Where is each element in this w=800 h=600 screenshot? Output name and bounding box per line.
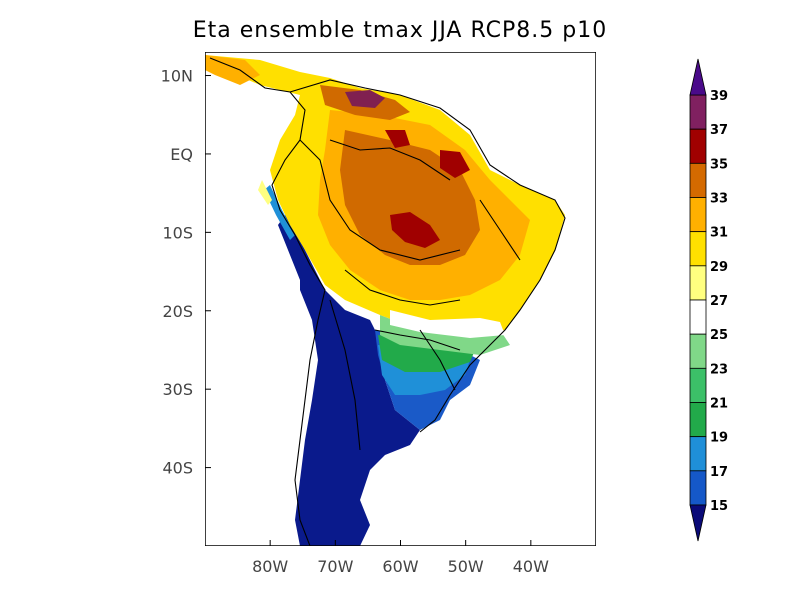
colorbar: 15 17 19 21 23 25 27 29 31 33 35 37 39 (689, 58, 728, 542)
longitude-ticks: 80W 70W 60W 50W 40W (252, 540, 549, 576)
map-body (205, 52, 596, 546)
colorbar-segment (689, 333, 707, 369)
colorbar-segment (689, 436, 707, 472)
map-title: Eta ensemble tmax JJA RCP8.5 p10 (192, 18, 608, 43)
colorbar-segment (689, 265, 707, 301)
colorbar-segment (689, 94, 707, 130)
colorbar-label: 35 (710, 157, 728, 172)
region-nw-31 (205, 55, 260, 85)
colorbar-segment (689, 402, 707, 438)
lat-tick-label: 30S (162, 380, 193, 399)
colorbar-label: 29 (710, 260, 728, 275)
colorbar-label: 19 (710, 431, 728, 446)
latitude-ticks: 10N EQ 10S 20S 30S 40S (161, 67, 211, 478)
colorbar-over-arrow (689, 58, 707, 96)
region-37 (345, 90, 385, 108)
colorbar-under-arrow (689, 504, 707, 542)
lon-tick-label: 50W (448, 557, 484, 576)
region-35-a (390, 212, 440, 248)
region-west-23 (258, 180, 272, 205)
colorbar-label: 37 (710, 123, 728, 138)
colorbar-label: 23 (710, 362, 728, 377)
lat-tick-label: 10S (162, 223, 193, 242)
colorbar-label: 27 (710, 294, 728, 309)
lon-tick-label: 40W (513, 557, 549, 576)
colorbar-label: 31 (710, 226, 728, 241)
lon-tick-label: 80W (252, 557, 288, 576)
lat-tick-label: 40S (162, 459, 193, 478)
lon-tick-label: 60W (382, 557, 418, 576)
region-cold-south (295, 260, 420, 546)
lon-tick-label: 70W (317, 557, 353, 576)
lat-tick-label: 20S (162, 302, 193, 321)
colorbar-label: 17 (710, 465, 728, 480)
colorbar-segment (689, 299, 707, 335)
colorbar-label: 15 (710, 499, 728, 514)
lat-tick-label: 10N (161, 67, 193, 86)
country-borders (209, 57, 566, 546)
colorbar-segment (689, 197, 707, 233)
lat-tick-label: EQ (170, 145, 193, 164)
colorbar-segment (689, 231, 707, 267)
region-andes-17 (264, 185, 295, 240)
colorbar-segment (689, 470, 707, 506)
colorbar-label: 21 (710, 397, 728, 412)
colorbar-label: 39 (710, 89, 728, 104)
region-35-b (440, 150, 470, 178)
colorbar-segment (689, 162, 707, 198)
region-35-c (385, 130, 410, 148)
colorbar-segment (689, 128, 707, 164)
colorbar-label: 33 (710, 192, 728, 207)
colorbar-label: 25 (710, 328, 728, 343)
region-25 (390, 310, 505, 338)
colorbar-segment (689, 367, 707, 403)
